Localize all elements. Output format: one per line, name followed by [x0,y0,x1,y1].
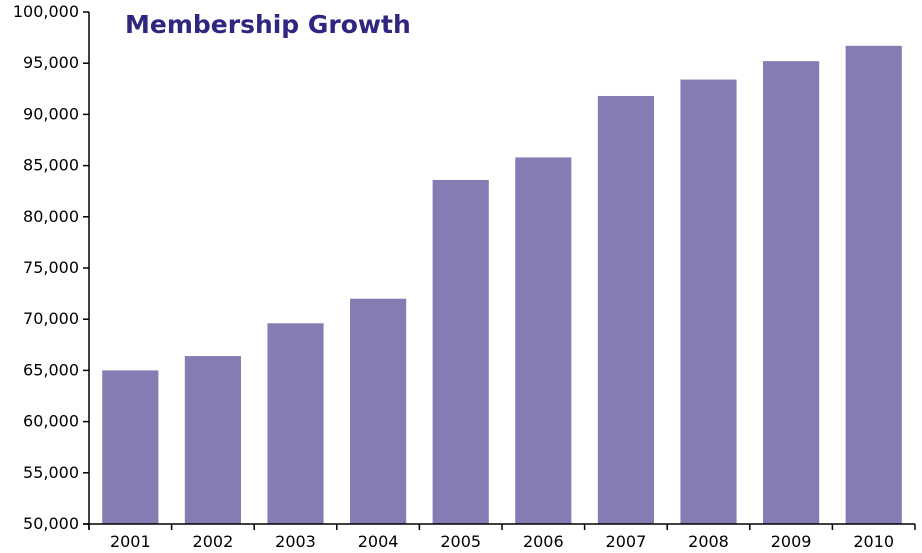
bar-2009 [763,61,820,525]
y-tick-label: 75,000 [23,258,79,277]
axes-layer [83,12,915,530]
y-tick-label: 70,000 [23,309,79,328]
bar-2007 [597,95,654,524]
y-tick-label: 95,000 [23,53,79,72]
bar-2006 [515,157,572,524]
chart-title: Membership Growth [125,10,411,39]
x-tick-label: 2010 [853,532,894,551]
y-tick-label: 80,000 [23,207,79,226]
x-tick-label: 2009 [771,532,812,551]
bar-2010 [845,45,902,524]
x-ticks-layer: 2001 2002 2003 2004 2005 2006 2007 2008 2009 2010 [88,524,916,551]
y-ticks-layer: 50,000 55,000 60,000 65,000 70,000 75,000 80,0… [13,2,89,533]
y-tick-label: 65,000 [23,360,79,379]
bar-2008 [680,79,737,524]
x-tick-label: 2005 [440,532,481,551]
x-tick-label: 2007 [606,532,647,551]
y-tick-label: 50,000 [23,514,79,533]
y-tick-label: 100,000 [13,2,79,21]
y-tick-label: 90,000 [23,104,79,123]
bar-2004 [350,298,407,524]
y-tick-label: 55,000 [23,463,79,482]
x-tick-label: 2001 [110,532,151,551]
bar-2005 [432,179,489,524]
x-tick-label: 2006 [523,532,564,551]
bar-2002 [184,356,241,524]
y-tick-label: 60,000 [23,412,79,431]
bar-2003 [267,323,324,524]
bar-2001 [102,370,159,524]
x-tick-label: 2008 [688,532,729,551]
x-tick-label: 2003 [275,532,316,551]
bars-layer [102,45,902,525]
x-tick-label: 2002 [193,532,234,551]
x-tick-label: 2004 [358,532,399,551]
y-tick-label: 85,000 [23,156,79,175]
